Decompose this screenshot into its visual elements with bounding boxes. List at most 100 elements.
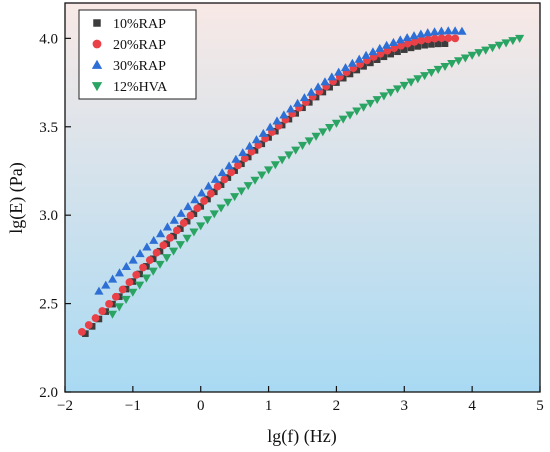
legend-marker [91,59,103,69]
data-point [234,161,242,170]
data-point [414,43,422,50]
data-point [436,26,447,35]
data-point [209,210,219,219]
data-point [220,175,229,184]
series-12%HVA [107,34,525,319]
data-point [114,268,125,277]
data-point [190,195,200,204]
data-point [155,260,165,269]
data-point [175,241,185,250]
plot-frame [64,2,541,393]
data-point [149,235,159,244]
data-point [121,295,131,304]
data-point [213,182,222,191]
data-point [200,197,209,205]
data-point [135,249,145,258]
x-tick-label: 0 [197,398,205,414]
data-point [141,274,152,283]
data-point [173,226,181,235]
data-point [84,321,93,329]
data-point [183,202,193,211]
x-tick-label: −1 [125,398,141,414]
data-point [340,63,351,72]
data-point [202,216,213,225]
data-point [210,174,220,183]
data-point [155,229,166,238]
data-point [403,39,412,48]
data-point [236,187,247,196]
data-point [420,72,430,81]
data-point [162,222,173,231]
data-point [450,26,460,35]
data-point [406,78,416,87]
y-tick-label: 2.5 [39,297,58,313]
data-point [383,46,392,55]
data-point [347,58,357,67]
data-point [338,115,348,124]
data-point [424,35,432,44]
data-point [279,110,289,119]
data-point [251,135,262,144]
data-point [318,128,328,137]
data-point [515,34,525,43]
data-point [474,49,484,58]
data-point [231,154,241,163]
data-point [94,286,104,295]
data-point [358,103,369,112]
y-axis-title: lg(E) (Pa) [6,162,27,233]
data-point [118,285,127,294]
data-point [166,233,175,242]
data-point [168,247,179,256]
data-point [368,47,378,56]
data-point [105,300,114,308]
data-point [193,204,202,213]
data-point [430,34,439,43]
data-point [407,44,415,52]
data-point [162,254,172,263]
data-point [245,141,255,150]
data-marks [78,26,525,337]
data-point [78,327,86,336]
data-point [304,137,314,146]
data-point [139,263,147,272]
data-point [101,280,111,289]
x-tick-label: 4 [468,398,476,414]
data-point [413,75,423,84]
x-tick-label: −2 [57,398,73,414]
data-point [270,161,280,170]
data-point [217,168,227,177]
data-point [299,93,310,102]
data-point [179,219,188,227]
data-point [125,278,134,287]
data-point [128,288,138,297]
y-tick-label: 4.0 [39,31,58,47]
data-point [360,63,367,70]
data-point [460,54,470,63]
data-point [441,40,449,47]
data-point [203,181,214,190]
x-tick-label: 1 [265,398,273,414]
data-point [331,119,342,128]
y-tick-label: 3.5 [39,120,58,136]
data-point [91,314,100,322]
data-point [501,39,511,48]
data-point [367,59,374,67]
data-point [443,26,453,35]
data-point [206,189,215,198]
data-point [258,128,268,137]
data-point [467,51,477,60]
legend: 10%RAP 20%RAP 30%RAP 12%HVA [78,9,197,100]
data-point [380,53,388,61]
data-point [216,204,226,213]
data-point [238,148,248,157]
data-point [121,261,131,271]
data-point [426,68,437,78]
data-point [182,234,192,243]
data-point [196,222,206,231]
data-point [263,166,274,175]
data-point [291,146,301,155]
data-point [152,248,161,257]
data-point [230,193,240,202]
data-point [386,88,396,97]
data-point [365,99,375,108]
